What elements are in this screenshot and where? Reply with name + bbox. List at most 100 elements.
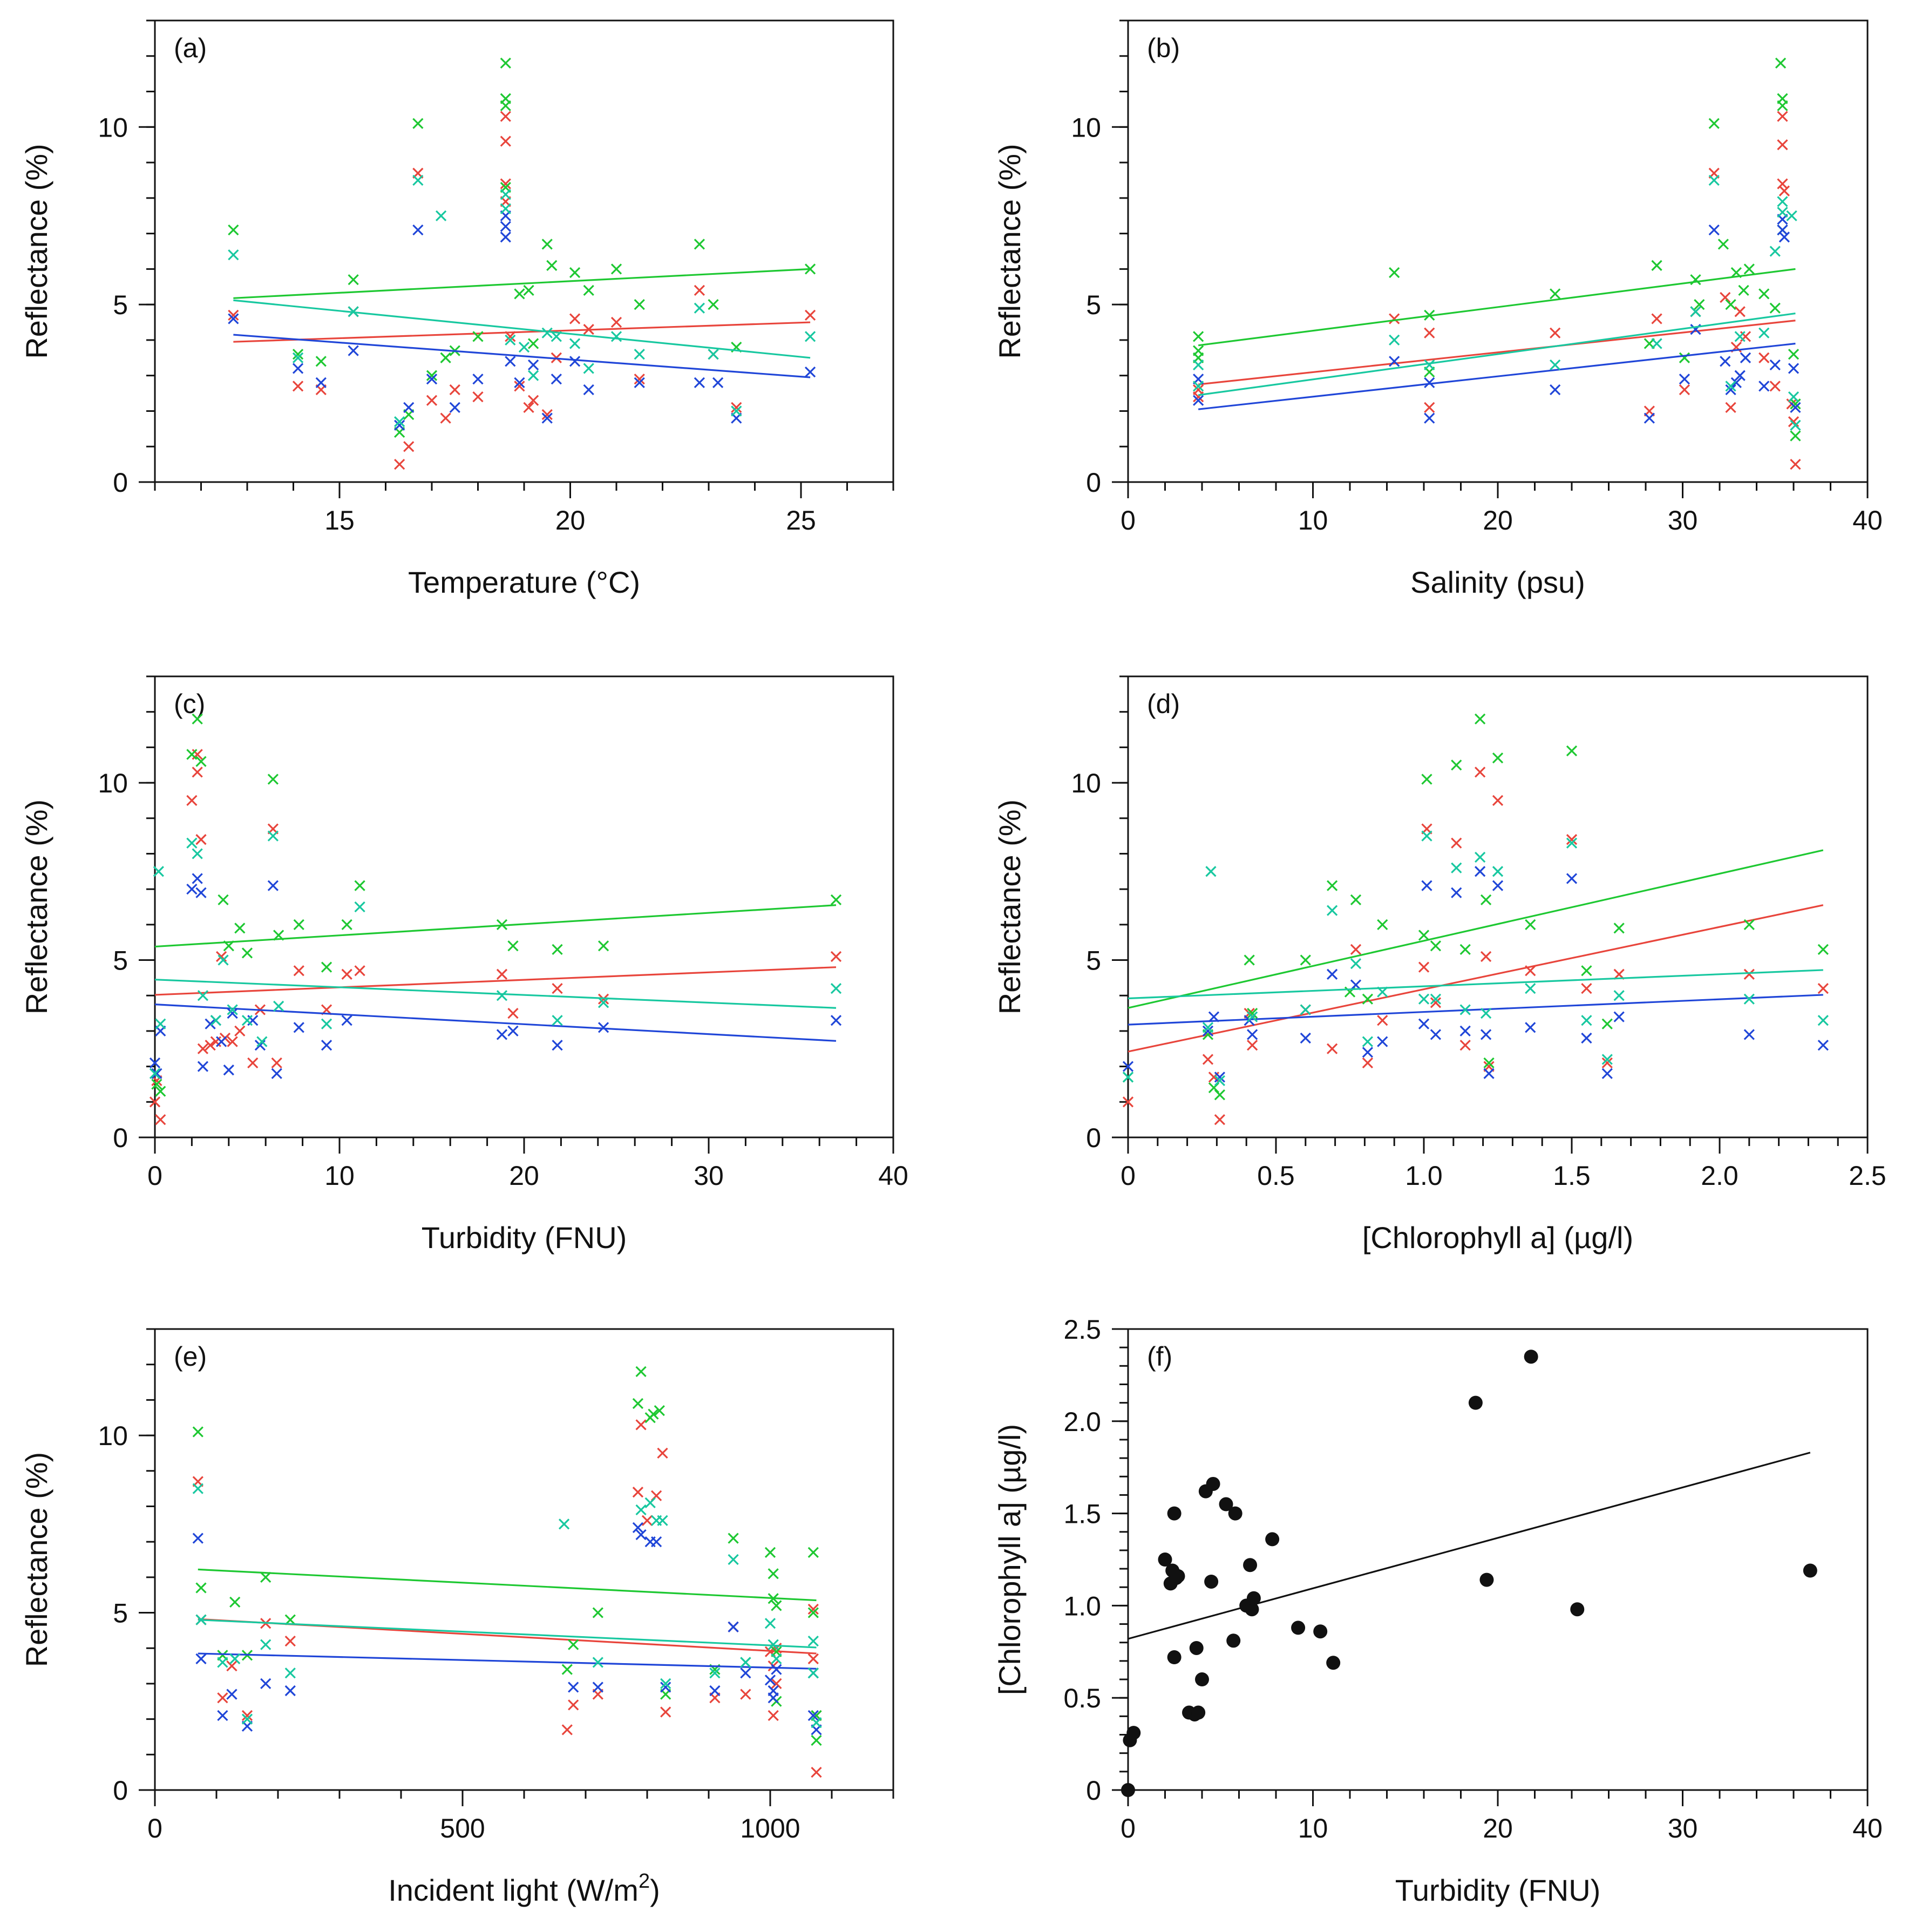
data-point bbox=[641, 1515, 653, 1526]
data-point bbox=[1158, 1553, 1172, 1567]
x-axis-title-superscript: 2 bbox=[639, 1870, 650, 1893]
series-blue bbox=[1122, 866, 1829, 1083]
data-point bbox=[321, 961, 332, 973]
data-point bbox=[440, 412, 451, 424]
data-point bbox=[552, 1040, 563, 1051]
data-point bbox=[292, 381, 304, 392]
data-point bbox=[1720, 292, 1731, 303]
y-axis-title: [Chlorophyll a] (µg/l) bbox=[993, 1424, 1027, 1695]
data-point bbox=[1777, 224, 1788, 236]
data-point bbox=[635, 1366, 647, 1377]
x-tick-label: 500 bbox=[440, 1813, 485, 1843]
data-point bbox=[205, 1040, 216, 1051]
data-point bbox=[541, 239, 553, 250]
data-point bbox=[1777, 196, 1788, 207]
data-point bbox=[1601, 1068, 1613, 1079]
data-point bbox=[1480, 894, 1492, 905]
data-point bbox=[1122, 1061, 1134, 1072]
data-point bbox=[635, 1504, 647, 1516]
fit-line bbox=[198, 1619, 817, 1649]
data-point bbox=[500, 221, 511, 232]
fit-line bbox=[233, 334, 811, 378]
panel-a: 15 20 25 0 5 10 (a) Temperature (°C) Reflectance… bbox=[19, 19, 894, 599]
data-point bbox=[1459, 1040, 1471, 1051]
x-axis-title-tail: ) bbox=[650, 1873, 660, 1907]
data-point bbox=[292, 363, 304, 374]
data-point bbox=[472, 374, 484, 385]
data-point bbox=[740, 1667, 751, 1679]
data-point bbox=[1740, 331, 1751, 342]
y-axis-title: Reflectance (%) bbox=[19, 1452, 53, 1667]
data-point bbox=[321, 1018, 332, 1029]
fit-line bbox=[154, 979, 837, 1009]
y-tick-label: 5 bbox=[113, 290, 128, 320]
data-point bbox=[1769, 359, 1781, 371]
data-point bbox=[660, 1682, 671, 1693]
data-point bbox=[1790, 419, 1801, 431]
data-point bbox=[1690, 306, 1701, 317]
data-point bbox=[1377, 1015, 1388, 1026]
panel-label: (b) bbox=[1147, 33, 1180, 63]
data-point bbox=[195, 1653, 207, 1665]
data-point bbox=[712, 377, 724, 388]
x-tick-label: 40 bbox=[1852, 1813, 1883, 1843]
series-cyan bbox=[228, 174, 816, 428]
data-point bbox=[1474, 713, 1486, 724]
x-tick-label: 0 bbox=[1121, 1161, 1136, 1191]
data-point bbox=[1193, 345, 1204, 356]
data-point bbox=[1202, 1054, 1214, 1065]
data-point bbox=[1601, 1018, 1613, 1029]
data-point bbox=[1769, 246, 1781, 257]
data-point bbox=[192, 767, 203, 778]
data-point bbox=[768, 1692, 779, 1704]
data-point bbox=[1247, 1011, 1258, 1022]
data-point bbox=[1214, 1075, 1226, 1087]
data-point bbox=[192, 873, 203, 884]
data-point bbox=[541, 412, 553, 424]
data-point bbox=[292, 352, 304, 363]
data-point bbox=[241, 1710, 253, 1721]
data-point bbox=[228, 313, 239, 324]
panel-e: 0 500 1000 0 5 10 (e) Incident light (W/m2) Refl… bbox=[19, 1328, 894, 1907]
data-point bbox=[1326, 905, 1338, 916]
fit-line bbox=[233, 299, 811, 359]
data-point bbox=[771, 1600, 782, 1611]
data-point bbox=[500, 135, 511, 147]
data-point bbox=[568, 1639, 579, 1650]
series-red bbox=[1122, 767, 1829, 1126]
data-point bbox=[1193, 381, 1204, 392]
data-point bbox=[1418, 1018, 1430, 1029]
data-point bbox=[341, 968, 352, 980]
data-point bbox=[412, 118, 424, 129]
data-point bbox=[527, 370, 539, 381]
x-tick-label: 30 bbox=[1668, 505, 1698, 535]
data-point bbox=[807, 1635, 819, 1647]
data-point bbox=[500, 189, 511, 200]
data-point bbox=[1418, 993, 1430, 1005]
fit-line bbox=[1128, 969, 1823, 1000]
data-point bbox=[811, 1717, 822, 1728]
panel-label: (f) bbox=[1147, 1341, 1172, 1372]
data-point bbox=[1743, 263, 1755, 275]
data-point bbox=[1468, 1395, 1483, 1410]
data-point bbox=[403, 402, 415, 413]
fit-line bbox=[1198, 342, 1796, 410]
data-point bbox=[1694, 299, 1705, 310]
series-samples bbox=[1121, 1350, 1817, 1797]
y-tick-label: 10 bbox=[98, 768, 128, 798]
data-point bbox=[1730, 377, 1742, 388]
series-red bbox=[192, 1419, 822, 1778]
data-point bbox=[1790, 430, 1801, 442]
fit-line bbox=[1128, 1452, 1811, 1640]
data-point bbox=[1247, 1029, 1258, 1040]
data-point bbox=[1430, 1029, 1442, 1040]
data-point bbox=[1326, 880, 1338, 891]
data-point bbox=[1451, 862, 1462, 873]
data-point bbox=[507, 1007, 519, 1019]
data-point bbox=[1581, 1032, 1592, 1044]
data-point bbox=[771, 1678, 782, 1690]
data-point bbox=[210, 1036, 221, 1047]
fit-line bbox=[233, 321, 811, 343]
data-point bbox=[234, 1025, 246, 1037]
data-point bbox=[764, 1547, 776, 1558]
